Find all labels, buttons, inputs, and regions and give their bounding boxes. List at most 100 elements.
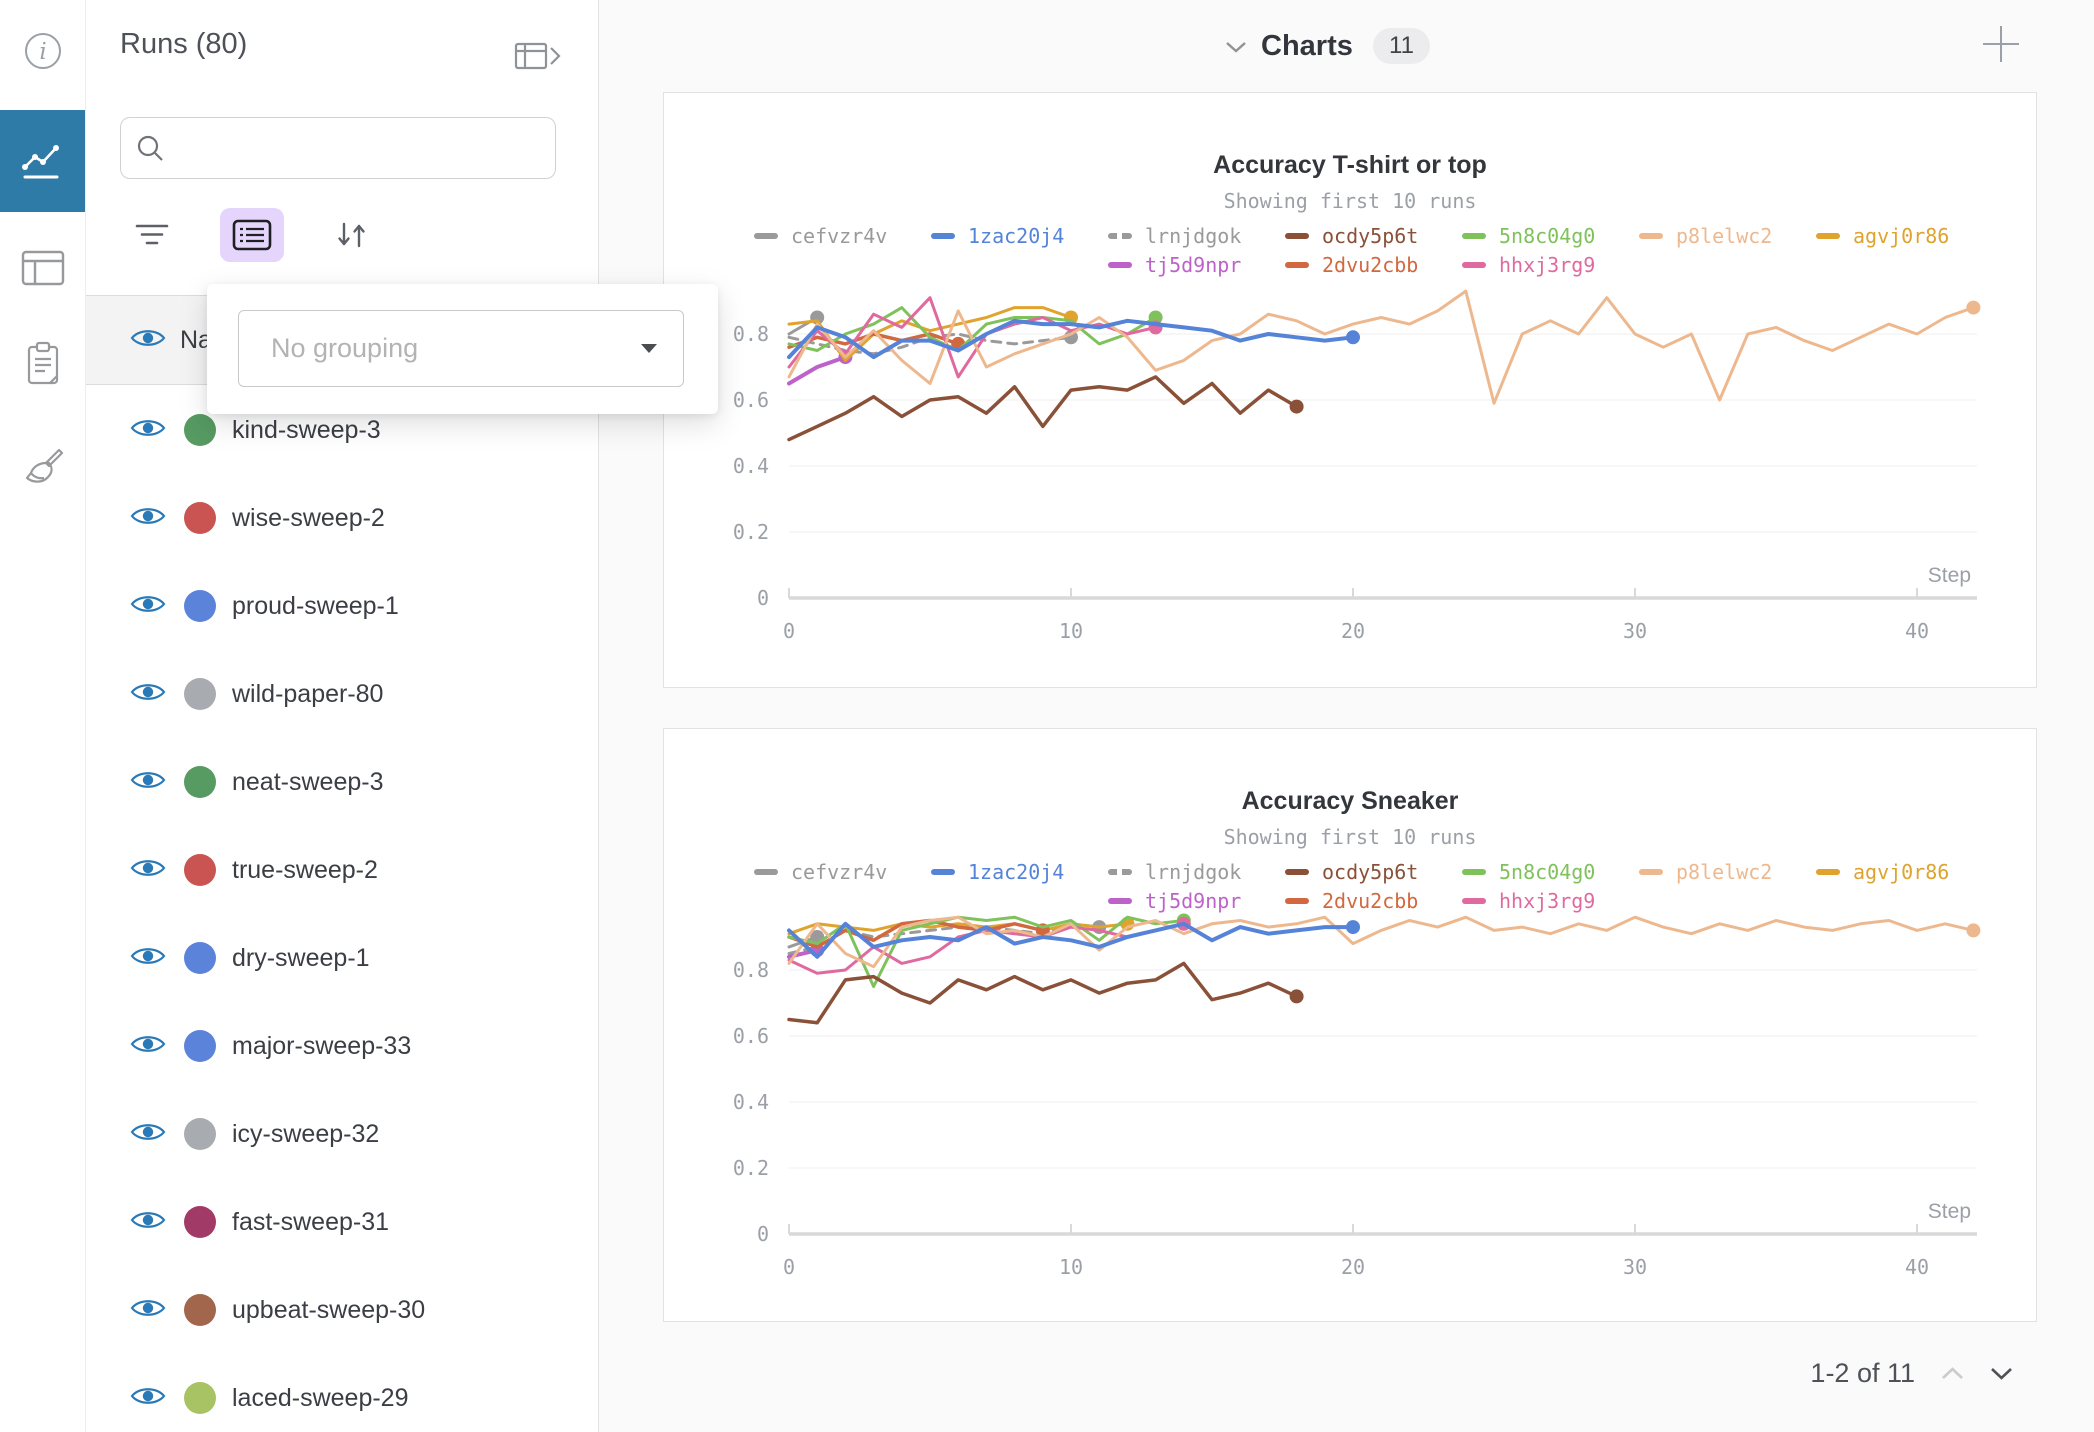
run-row[interactable]: fast-sweep-31 (86, 1178, 598, 1266)
run-row[interactable]: icy-sweep-32 (86, 1090, 598, 1178)
svg-text:0: 0 (783, 619, 795, 643)
run-row[interactable]: kind-sweep-3 (86, 386, 598, 474)
group-runs-button[interactable] (220, 208, 284, 262)
toggle-run-visibility-button[interactable] (130, 1296, 166, 1325)
legend-item[interactable]: 2dvu2cbb (1285, 250, 1462, 279)
run-name[interactable]: fast-sweep-31 (232, 1207, 390, 1236)
toggle-run-visibility-button[interactable] (130, 768, 166, 797)
pagination-next-button[interactable] (1990, 1367, 2013, 1380)
grouping-select[interactable]: No grouping (238, 310, 684, 387)
toggle-run-visibility-button[interactable] (130, 1384, 166, 1413)
run-name[interactable]: neat-sweep-3 (232, 767, 384, 796)
nav-info-button[interactable]: i (0, 28, 85, 74)
svg-text:0.4: 0.4 (733, 1090, 769, 1114)
run-row[interactable]: wise-sweep-2 (86, 474, 598, 562)
run-color-dot (184, 766, 216, 798)
runs-search-box (120, 117, 556, 179)
legend-item[interactable]: lrnjdgok (1108, 221, 1285, 250)
run-name[interactable]: proud-sweep-1 (232, 591, 399, 620)
legend-run-id: hhxj3rg9 (1499, 252, 1596, 277)
toggle-run-visibility-button[interactable] (130, 1208, 166, 1237)
legend-item[interactable]: 2dvu2cbb (1285, 886, 1462, 915)
runs-search-input[interactable] (175, 133, 541, 163)
line-chart-icon (21, 145, 59, 179)
run-name[interactable]: wise-sweep-2 (232, 503, 385, 532)
run-row[interactable]: upbeat-sweep-30 (86, 1266, 598, 1354)
add-panel-button[interactable] (1981, 24, 2021, 69)
legend-item[interactable]: lrnjdgok (1108, 857, 1285, 886)
run-row[interactable]: neat-sweep-3 (86, 738, 598, 826)
nav-table-button[interactable] (0, 240, 85, 296)
chart-subtitle: Showing first 10 runs (1223, 825, 1477, 849)
legend-item[interactable]: p8lelwc2 (1639, 221, 1816, 250)
toggle-run-visibility-button[interactable] (130, 416, 166, 445)
toggle-run-visibility-button[interactable] (130, 592, 166, 621)
legend-item[interactable]: 1zac20j4 (931, 857, 1108, 886)
run-row[interactable]: true-sweep-2 (86, 826, 598, 914)
legend-item[interactable]: cefvzr4v (754, 857, 931, 886)
run-name[interactable]: upbeat-sweep-30 (232, 1295, 426, 1324)
legend-item[interactable]: tj5d9npr (1108, 886, 1285, 915)
chevron-down-icon (1991, 1368, 2012, 1380)
chevron-right-icon (550, 47, 561, 65)
legend-run-id: cefvzr4v (791, 223, 888, 248)
legend-item[interactable]: hhxj3rg9 (1462, 886, 1639, 915)
run-name[interactable]: icy-sweep-32 (232, 1119, 380, 1148)
toggle-run-visibility-button[interactable] (130, 944, 166, 973)
legend-run-id: p8lelwc2 (1676, 223, 1773, 248)
legend-item[interactable]: 5n8c04g0 (1462, 221, 1639, 250)
chevron-down-icon (1226, 42, 1246, 53)
eye-icon (130, 1299, 166, 1316)
legend-item[interactable]: tj5d9npr (1108, 250, 1285, 279)
nav-charts-button[interactable] (0, 110, 85, 212)
legend-item[interactable]: hhxj3rg9 (1462, 250, 1639, 279)
toggle-run-visibility-button[interactable] (130, 504, 166, 533)
toggle-run-visibility-button[interactable] (130, 680, 166, 709)
run-row[interactable]: major-sweep-33 (86, 1002, 598, 1090)
chart-panel-accuracy-tshirt[interactable]: 0 0.2 0.4 0.6 0.8 0 10 20 30 40 Step Accuracy T-sh… (663, 92, 2037, 688)
nav-notes-button[interactable] (0, 336, 85, 392)
legend-item[interactable]: ocdy5p6t (1285, 221, 1462, 250)
run-row[interactable]: wild-paper-80 (86, 650, 598, 738)
sort-runs-button[interactable] (320, 208, 384, 262)
legend-item[interactable]: p8lelwc2 (1639, 857, 1816, 886)
run-row[interactable]: proud-sweep-1 (86, 562, 598, 650)
run-name[interactable]: wild-paper-80 (232, 679, 384, 708)
legend-swatch (1462, 897, 1486, 904)
legend-item[interactable]: 1zac20j4 (931, 221, 1108, 250)
run-name[interactable]: major-sweep-33 (232, 1031, 412, 1060)
runs-toolbar (120, 205, 384, 265)
series-line-2dvu2cbb (787, 332, 960, 349)
search-icon (137, 135, 163, 161)
run-row[interactable]: dry-sweep-1 (86, 914, 598, 1002)
run-name[interactable]: kind-sweep-3 (232, 415, 381, 444)
eye-icon[interactable] (130, 326, 166, 355)
legend-run-id: 2dvu2cbb (1322, 888, 1419, 913)
series-end-marker-5n8c04g0 (1148, 310, 1163, 325)
run-name[interactable]: laced-sweep-29 (232, 1383, 409, 1412)
expand-runs-table-button[interactable] (514, 42, 562, 70)
chart-panel-accuracy-sneaker[interactable]: 0 0.2 0.4 0.6 0.8 0 10 20 30 40 Step Accuracy Snea… (663, 728, 2037, 1322)
legend-run-id: lrnjdgok (1145, 223, 1242, 248)
run-row[interactable]: laced-sweep-29 (86, 1354, 598, 1432)
svg-text:40: 40 (1905, 1255, 1929, 1279)
toggle-run-visibility-button[interactable] (130, 1120, 166, 1149)
run-name[interactable]: true-sweep-2 (232, 855, 378, 884)
legend-item[interactable]: ocdy5p6t (1285, 857, 1462, 886)
toggle-run-visibility-button[interactable] (130, 856, 166, 885)
nav-sweep-button[interactable] (0, 438, 85, 498)
section-collapse-button[interactable] (1224, 40, 1248, 59)
run-name[interactable]: dry-sweep-1 (232, 943, 370, 972)
filter-runs-button[interactable] (120, 208, 184, 262)
legend-item[interactable]: agvj0r86 (1816, 857, 1993, 886)
run-color-dot (184, 1294, 216, 1326)
legend-item[interactable]: agvj0r86 (1816, 221, 1993, 250)
pagination-prev-button[interactable] (1941, 1367, 1964, 1380)
charts-pagination: 1-2 of 11 (1810, 1358, 2013, 1389)
info-icon: i (24, 33, 61, 69)
toggle-run-visibility-button[interactable] (130, 1032, 166, 1061)
legend-item[interactable]: 5n8c04g0 (1462, 857, 1639, 886)
legend-item[interactable]: cefvzr4v (754, 221, 931, 250)
legend-run-id: 5n8c04g0 (1499, 223, 1596, 248)
run-color-dot (184, 1030, 216, 1062)
